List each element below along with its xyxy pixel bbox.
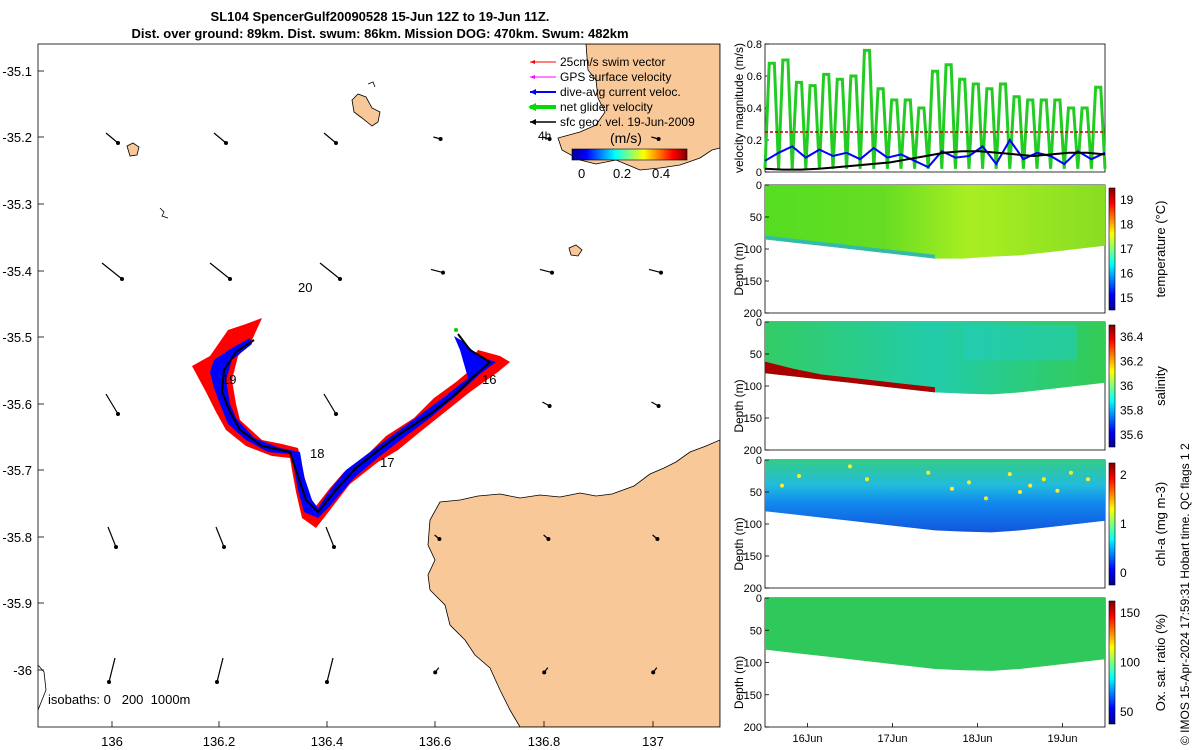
lon-tick-label: 136.4 — [311, 734, 344, 749]
legend-gps: GPS surface velocity — [560, 70, 671, 84]
geo-arrow-head — [325, 680, 329, 684]
lon-tick-label: 137 — [642, 734, 664, 749]
geo-arrow-head — [215, 680, 219, 684]
geo-arrow-head — [656, 137, 661, 141]
legend-swim: 25cm/s swim vector — [560, 55, 665, 69]
colorbar-tick-2: 0.4 — [652, 166, 670, 181]
island-5 — [367, 81, 376, 88]
glider-track — [220, 333, 492, 514]
legend-sfc: sfc geo. vel. 19-Jun-2009 — [560, 115, 695, 129]
geo-arrow — [323, 393, 337, 415]
day-label-20: 20 — [298, 280, 312, 295]
map-ticks: 136 136.2 136.4 136.6 136.8 137 -35.1 -35.2 -35.… — [2, 64, 663, 749]
geo-arrow-head — [441, 270, 445, 275]
geo-arrow-head — [224, 141, 228, 145]
lat-tick-label: -35.9 — [2, 596, 32, 611]
lat-tick-label: -35.2 — [2, 130, 32, 145]
lat-tick-label: -36 — [13, 663, 32, 678]
legend-dive-avg: dive-avg current veloc. — [560, 85, 681, 99]
isobaths-label: isobaths: 0 200 1000m — [48, 692, 190, 707]
lat-tick-label: -35.6 — [2, 397, 32, 412]
geo-arrow-head — [107, 680, 111, 684]
figure-title: SL104 SpencerGulf20090528 15-Jun 12Z to … — [40, 8, 720, 42]
lat-tick-label: -35.8 — [2, 530, 32, 545]
geo-arrow — [105, 393, 119, 415]
title-line-1: SL104 SpencerGulf20090528 15-Jun 12Z to … — [210, 9, 550, 24]
geo-arrow-head — [656, 404, 661, 408]
geo-arrow-head — [547, 404, 552, 408]
colorbar-title: (m/s) — [610, 130, 642, 146]
geo-arrow-head — [546, 537, 551, 541]
track-end-marker — [454, 328, 458, 332]
geo-arrow-head — [433, 670, 438, 675]
current-band — [210, 336, 496, 518]
geo-arrow-head — [120, 277, 124, 281]
legend-net: net glider velocity — [560, 100, 653, 114]
land-south — [427, 439, 720, 727]
swim-vector-band — [192, 318, 510, 528]
island-1 — [351, 93, 381, 127]
geo-arrow-head — [438, 137, 443, 141]
geo-arrow — [213, 132, 227, 144]
geo-arrow-head — [655, 537, 660, 541]
geo-arrow-head — [547, 137, 552, 141]
map-colorbar — [571, 148, 688, 161]
geo-arrow-head — [437, 537, 442, 541]
geo-arrow-head — [542, 670, 547, 675]
geo-arrow — [325, 526, 335, 548]
lon-tick-label: 136.6 — [419, 734, 452, 749]
geo-arrow — [319, 262, 341, 280]
lat-tick-label: -35.5 — [2, 330, 32, 345]
geo-arrow — [539, 268, 553, 274]
geo-arrow-head — [332, 545, 336, 549]
lat-tick-label: -35.1 — [2, 64, 32, 79]
geo-arrow-head — [651, 670, 656, 675]
geo-arrow-head — [222, 545, 226, 549]
geo-arrow-head — [116, 412, 120, 416]
colorbar-tick-0: 0 — [578, 166, 585, 181]
geo-arrow — [215, 526, 225, 548]
geo-arrow — [323, 132, 337, 144]
geo-arrow — [216, 657, 224, 683]
geo-arrow-head — [114, 545, 118, 549]
geo-arrow — [107, 526, 117, 548]
title-line-2: Dist. over ground: 89km. Dist. swum: 86k… — [131, 26, 629, 41]
lon-tick-label: 136.2 — [203, 734, 236, 749]
geo-arrow-head — [550, 270, 554, 275]
geo-arrow — [430, 268, 444, 274]
copyright-note: © IMOS 15-Apr-2024 17:59:31 Hobart time.… — [1178, 443, 1192, 745]
lat-tick-label: -35.4 — [2, 264, 32, 279]
coast-southwest — [38, 664, 47, 711]
geo-arrow-head — [334, 412, 338, 416]
map-legend: 25cm/s swim vector GPS surface velocity … — [528, 55, 695, 181]
geo-arrow-head — [659, 270, 663, 275]
lat-tick-label: -35.7 — [2, 463, 32, 478]
day-label-19: 19 — [222, 372, 236, 387]
geo-arrow-head — [228, 277, 232, 281]
lat-tick-label: -35.3 — [2, 197, 32, 212]
island-3 — [568, 244, 583, 257]
day-label-16: 16 — [482, 372, 496, 387]
island-4 — [159, 207, 169, 219]
geo-arrow-head — [338, 277, 342, 281]
lon-tick-label: 136.8 — [528, 734, 561, 749]
scale-label: 4h — [538, 129, 551, 143]
day-label-17: 17 — [380, 455, 394, 470]
geo-arrow — [209, 262, 231, 280]
colorbar-tick-1: 0.2 — [613, 166, 631, 181]
geo-arrow — [101, 262, 123, 280]
land-northeast — [557, 44, 720, 171]
geo-arrow — [326, 657, 334, 683]
island-2 — [126, 142, 140, 157]
geo-arrow — [105, 132, 119, 144]
map-axes-box — [37, 43, 721, 728]
geo-arrow-head — [334, 141, 338, 145]
geo-arrow — [648, 268, 662, 274]
geo-arrow-head — [116, 141, 120, 145]
lon-tick-label: 136 — [101, 734, 123, 749]
geo-arrow — [108, 657, 116, 683]
day-label-18: 18 — [310, 446, 324, 461]
